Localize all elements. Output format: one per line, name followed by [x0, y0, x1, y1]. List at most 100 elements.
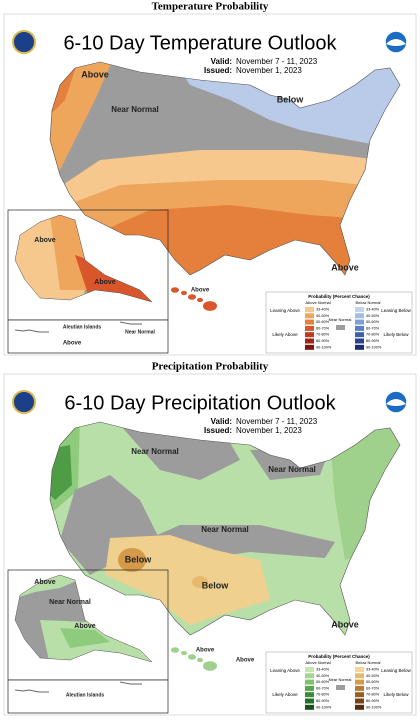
- aleutian-islands: [14, 681, 142, 693]
- region-label: Near Normal: [131, 447, 179, 456]
- region-label: Aleutian Islands: [66, 692, 105, 698]
- logo-doc: [12, 30, 36, 54]
- legend-range: 90-100%: [366, 345, 382, 349]
- valid-dates: November 7 - 11, 2023: [236, 57, 318, 66]
- legend-swatch: [355, 698, 364, 704]
- legend-range: 70-80%: [366, 693, 380, 697]
- region-label: Near Normal: [201, 525, 249, 534]
- panel: Temperature Probability 6-10 Day Temperat…: [3, 1, 417, 356]
- issued-date: November 1, 2023: [236, 426, 302, 435]
- legend-text: Leaning Above: [270, 668, 300, 673]
- region-label: Aleutian Islands: [63, 324, 102, 330]
- legend-swatch: [355, 673, 364, 679]
- hawaii-island: [197, 297, 203, 303]
- legend-text: Likely Above: [272, 692, 298, 697]
- legend-frame: [265, 291, 413, 354]
- legend-swatch: [355, 667, 364, 672]
- legend-swatch: [305, 332, 314, 338]
- region-label: Above: [191, 288, 210, 294]
- region-label: Below: [277, 94, 305, 104]
- legend-range: 50-60%: [316, 320, 330, 324]
- valid-label: Valid:: [211, 57, 232, 66]
- legend-text: Likely Below: [383, 332, 409, 337]
- legend-text: Leaning Above: [270, 308, 300, 313]
- logo-doc: [12, 390, 36, 414]
- logo-noaa-bird: [386, 399, 406, 406]
- legend-title: Probability (Percent Chance): [308, 294, 370, 299]
- issued-label: Issued:: [204, 66, 232, 75]
- map-title: 6-10 Day Temperature Outlook: [63, 32, 337, 54]
- legend-range: 40-50%: [316, 674, 330, 678]
- legend-swatch: [305, 338, 314, 344]
- legend-swatch: [355, 704, 364, 710]
- legend-range: 80-90%: [366, 339, 380, 343]
- legend-swatch: [305, 679, 314, 685]
- legend-range: 33-40%: [366, 308, 380, 312]
- hawaii-island: [203, 301, 217, 311]
- region-label: Above: [34, 579, 56, 586]
- hawaii-island: [203, 661, 217, 671]
- legend-range: 50-60%: [366, 680, 380, 684]
- legend-swatch: [305, 698, 314, 704]
- legend-range: 60-70%: [316, 686, 330, 690]
- legend-range: 60-70%: [316, 326, 330, 330]
- legend-range: 60-70%: [366, 326, 380, 330]
- region-label: Above: [63, 341, 82, 347]
- aleutian-islands: [14, 321, 142, 333]
- legend-swatch: [305, 685, 314, 691]
- dry-core: [118, 548, 146, 572]
- hawaii-island: [181, 650, 187, 656]
- logo-noaa-bird: [386, 39, 406, 46]
- legend-range: 50-60%: [316, 680, 330, 684]
- legend-range: 40-50%: [366, 314, 380, 318]
- legend-swatch: [355, 679, 364, 685]
- aleutian-inset-frame: [7, 319, 169, 354]
- legend-text: Likely Below: [383, 692, 409, 697]
- legend-range: 70-80%: [366, 333, 380, 337]
- legend-swatch: [355, 319, 364, 325]
- legend-range: 40-50%: [316, 314, 330, 318]
- valid-dates: November 7 - 11, 2023: [236, 417, 318, 426]
- region-label: Above: [236, 658, 255, 664]
- legend-range: 90-100%: [316, 705, 332, 709]
- map-title: 6-10 Day Precipitation Outlook: [64, 392, 336, 414]
- hawaii-island: [181, 290, 187, 296]
- legend-swatch: [355, 332, 364, 338]
- hawaii-island: [171, 647, 179, 653]
- legend-swatch: [305, 667, 314, 672]
- issued-date: November 1, 2023: [236, 66, 302, 75]
- region-label: Above: [331, 262, 359, 272]
- legend-range: 33-40%: [316, 668, 330, 672]
- region: [60, 628, 110, 648]
- alaska-border: [14, 574, 153, 663]
- legend-range: 80-90%: [316, 339, 330, 343]
- legend-text: Near Normal: [329, 677, 352, 682]
- valid-label: Valid:: [211, 417, 232, 426]
- region-label: Above: [196, 648, 215, 654]
- region-label: Below: [125, 554, 153, 564]
- issued-label: Issued:: [204, 426, 232, 435]
- legend-swatch: [355, 325, 364, 331]
- panel: Precipitation Probability 6-10 Day Precip…: [3, 361, 417, 716]
- map: [14, 421, 401, 671]
- region-label: Near Normal: [268, 465, 316, 474]
- legend-range: 90-100%: [316, 345, 332, 349]
- legend-swatch: [305, 313, 314, 319]
- legend-range: 80-90%: [316, 699, 330, 703]
- us-border: [49, 61, 401, 276]
- legend-swatch: [305, 673, 314, 679]
- legend-range: 70-80%: [316, 693, 330, 697]
- region-label: Near Normal: [125, 329, 155, 335]
- legend-swatch: [355, 313, 364, 319]
- legend-text: Leaning Below: [381, 308, 411, 313]
- legend-header: Above Normal: [305, 660, 330, 665]
- region-label: Above: [331, 619, 359, 629]
- legend-text: Likely Above: [272, 332, 298, 337]
- region-label: Above: [94, 279, 116, 286]
- legend-swatch: [355, 307, 364, 312]
- us-border: [49, 421, 401, 636]
- region-label: Below: [202, 580, 230, 590]
- region-label: Above: [74, 623, 96, 630]
- legend-range: 60-70%: [366, 686, 380, 690]
